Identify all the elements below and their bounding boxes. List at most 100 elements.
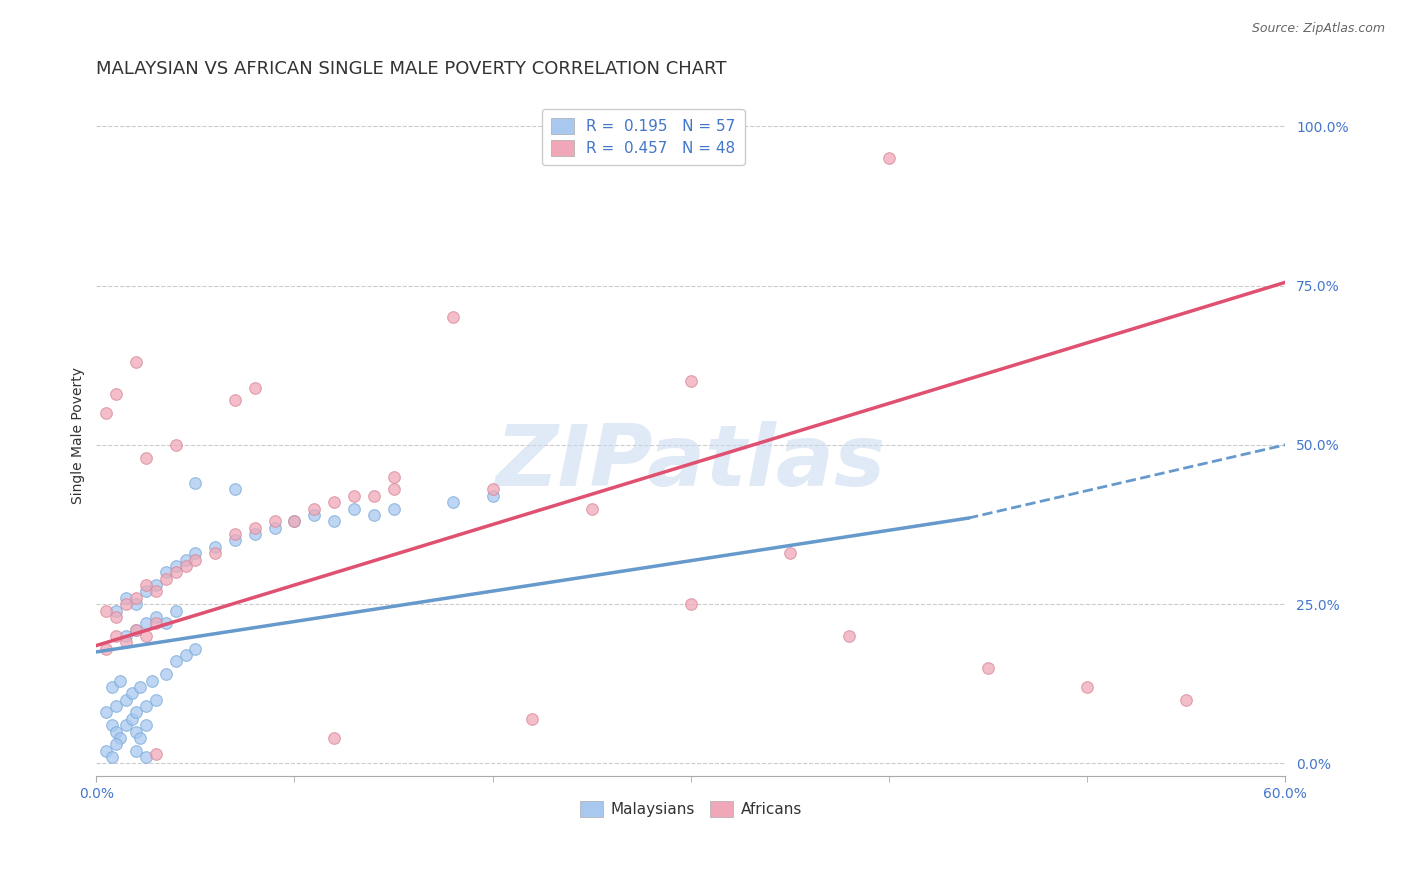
Point [304,508,326,522]
Point [145,616,167,631]
Point [184,546,207,560]
Point [115,591,138,605]
Point [382,501,405,516]
Point [105,699,128,714]
Point [481,483,503,497]
Point [363,508,385,522]
Point [283,514,305,528]
Point [115,692,138,706]
Point [363,489,385,503]
Point [96,603,118,617]
Y-axis label: Single Male Poverty: Single Male Poverty [72,367,86,504]
Point [101,750,124,764]
Point [165,438,187,452]
Point [155,616,177,631]
Point [105,603,128,617]
Point [108,673,131,688]
Point [96,706,118,720]
Point [441,495,464,509]
Point [441,310,464,325]
Point [96,641,118,656]
Point [224,533,246,548]
Point [184,641,207,656]
Point [243,527,266,541]
Point [877,151,900,165]
Point [155,667,177,681]
Point [155,572,177,586]
Text: ZIPatlas: ZIPatlas [495,421,886,504]
Point [174,558,197,573]
Point [323,514,346,528]
Point [121,686,143,700]
Text: Source: ZipAtlas.com: Source: ZipAtlas.com [1251,22,1385,36]
Point [304,501,326,516]
Point [135,699,157,714]
Point [105,629,128,643]
Point [105,737,128,751]
Point [115,629,138,643]
Point [522,712,544,726]
Point [382,469,405,483]
Point [174,648,197,662]
Point [125,744,148,758]
Point [323,731,346,745]
Point [125,706,148,720]
Point [125,355,148,369]
Point [165,558,187,573]
Point [581,501,603,516]
Point [105,387,128,401]
Point [96,744,118,758]
Point [141,673,163,688]
Point [115,718,138,732]
Point [343,489,366,503]
Point [224,483,246,497]
Point [145,610,167,624]
Point [129,731,152,745]
Legend: Malaysians, Africans: Malaysians, Africans [574,795,808,823]
Point [184,552,207,566]
Point [125,597,148,611]
Point [165,603,187,617]
Point [204,546,226,560]
Point [105,610,128,624]
Point [145,692,167,706]
Point [145,584,167,599]
Point [115,597,138,611]
Point [101,718,124,732]
Point [263,521,285,535]
Point [125,623,148,637]
Point [263,514,285,528]
Point [224,527,246,541]
Point [155,566,177,580]
Point [679,597,702,611]
Point [323,495,346,509]
Point [129,680,152,694]
Point [135,616,157,631]
Point [679,374,702,388]
Point [135,584,157,599]
Point [481,489,503,503]
Point [135,450,157,465]
Point [121,712,143,726]
Point [165,566,187,580]
Point [224,393,246,408]
Point [145,578,167,592]
Point [243,380,266,394]
Point [204,540,226,554]
Point [977,661,1000,675]
Point [115,635,138,649]
Point [125,623,148,637]
Point [135,750,157,764]
Text: MALAYSIAN VS AFRICAN SINGLE MALE POVERTY CORRELATION CHART: MALAYSIAN VS AFRICAN SINGLE MALE POVERTY… [97,60,727,78]
Point [145,747,167,761]
Point [779,546,801,560]
Point [184,476,207,491]
Point [108,731,131,745]
Point [101,680,124,694]
Point [1076,680,1098,694]
Point [174,552,197,566]
Point [105,724,128,739]
Point [165,655,187,669]
Point [243,521,266,535]
Point [283,514,305,528]
